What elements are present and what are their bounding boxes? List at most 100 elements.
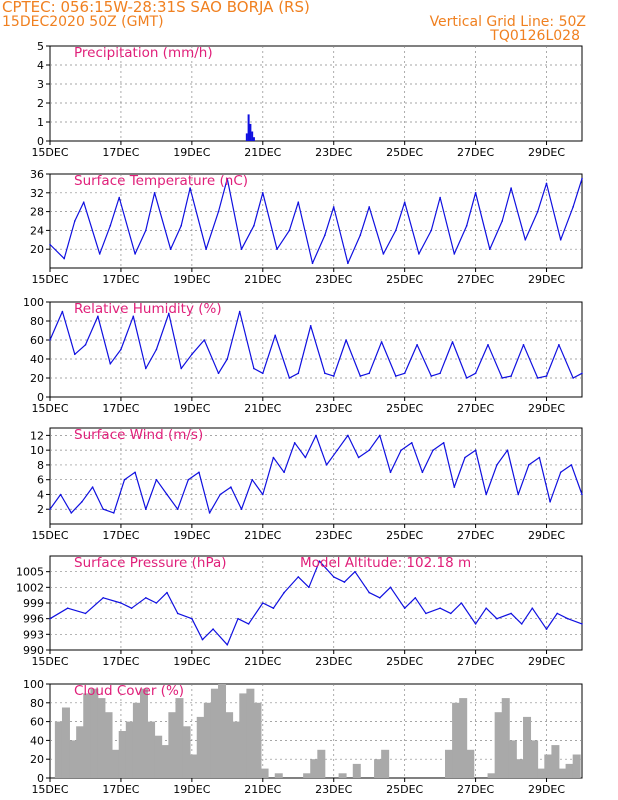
wind-point bbox=[411, 442, 413, 444]
pressure-xtick-label: 29DEC bbox=[528, 655, 565, 668]
cloud-bar bbox=[139, 688, 148, 778]
cloud-xtick-label: 29DEC bbox=[528, 783, 565, 796]
cloud-ytick-label: 80 bbox=[30, 697, 44, 710]
humidity-point bbox=[536, 377, 539, 379]
precip-xtick-label: 27DEC bbox=[457, 146, 494, 159]
cloud-bar bbox=[104, 712, 113, 778]
cloud-bar bbox=[132, 702, 141, 778]
precip-frame bbox=[49, 45, 583, 142]
precip-bar bbox=[249, 123, 252, 141]
cloud-ytick-label: 40 bbox=[30, 734, 44, 747]
temperature-point bbox=[403, 201, 406, 203]
pressure-point bbox=[460, 602, 463, 604]
wind-xtick-label: 17DEC bbox=[102, 529, 139, 542]
pressure-point bbox=[283, 591, 285, 594]
humidity-xtick-label: 17DEC bbox=[102, 402, 139, 415]
precip-ytick-label: 5 bbox=[37, 40, 44, 53]
wind-point bbox=[336, 449, 339, 452]
pressure-point bbox=[510, 612, 512, 615]
wind-point bbox=[496, 464, 498, 466]
header-station: CPTEC: 056:15W-28:31S SAO BORJA (RS) bbox=[2, 0, 310, 16]
wind-point bbox=[485, 493, 488, 496]
pressure-annotation: Model Altitude: 102.18 m bbox=[300, 555, 471, 571]
cloud-bar bbox=[515, 759, 524, 778]
humidity-point bbox=[332, 375, 335, 377]
pressure-point bbox=[450, 612, 452, 615]
humidity-point bbox=[226, 358, 229, 360]
wind-point bbox=[102, 508, 104, 511]
humidity-xtick-label: 23DEC bbox=[315, 402, 352, 415]
cloud-xtick-label: 21DEC bbox=[244, 783, 281, 796]
pressure-point bbox=[520, 623, 523, 625]
temperature-ytick-label: 36 bbox=[30, 168, 44, 181]
cloud-ytick-label: 20 bbox=[30, 753, 44, 766]
humidity-point bbox=[253, 367, 255, 370]
wind-point bbox=[325, 464, 328, 466]
cloud-bar bbox=[303, 773, 312, 778]
cloud-xtick-label: 17DEC bbox=[102, 783, 139, 796]
temperature-point bbox=[217, 210, 220, 213]
humidity-point bbox=[97, 315, 99, 318]
pressure-point bbox=[332, 576, 335, 578]
humidity-xtick-label: 21DEC bbox=[244, 402, 281, 415]
humidity-point bbox=[345, 339, 347, 341]
wind-ytick-label: 2 bbox=[37, 503, 44, 516]
pressure-xtick-label: 15DEC bbox=[31, 655, 68, 668]
humidity-ytick-label: 60 bbox=[30, 334, 44, 347]
panel-precip: 0 1 2 3 4 5 15DEC 17DEC 19DEC 21DEC 23DEC 25DEC 27DE… bbox=[31, 40, 583, 159]
pressure-point bbox=[130, 607, 133, 609]
wind-point bbox=[208, 512, 211, 514]
pressure-ytick-label: 999 bbox=[23, 597, 44, 610]
wind-point bbox=[347, 434, 349, 437]
panel-humidity: 0 20 40 60 80 100 15DEC 17DEC 19DEC 21DEC 23DEC 25D… bbox=[23, 296, 583, 415]
temperature-xtick-label: 15DEC bbox=[31, 273, 68, 286]
cloud-bar bbox=[501, 698, 510, 778]
humidity-point bbox=[522, 344, 525, 346]
temperature-point bbox=[134, 253, 136, 255]
wind-ytick-label: 8 bbox=[37, 459, 44, 472]
cloud-xtick-label: 27DEC bbox=[457, 783, 494, 796]
cloud-bar bbox=[352, 763, 361, 778]
pressure-point bbox=[354, 570, 356, 573]
wind-point bbox=[368, 449, 371, 452]
humidity-point bbox=[465, 377, 468, 379]
humidity-point bbox=[380, 341, 383, 343]
pressure-xtick-label: 17DEC bbox=[102, 655, 139, 668]
pressure-point bbox=[389, 586, 392, 589]
wind-point bbox=[176, 508, 179, 511]
pressure-point bbox=[425, 612, 427, 615]
cloud-bar bbox=[118, 731, 127, 778]
wind-point bbox=[113, 512, 115, 514]
temperature-point bbox=[205, 248, 207, 250]
pressure-point bbox=[318, 560, 321, 562]
humidity-line bbox=[49, 310, 583, 379]
temperature-point bbox=[545, 182, 548, 185]
wind-point bbox=[251, 478, 253, 481]
wind-point bbox=[166, 493, 168, 496]
pressure-point bbox=[201, 638, 204, 641]
humidity-xtick-label: 29DEC bbox=[528, 402, 565, 415]
temperature-point bbox=[180, 224, 182, 227]
wind-point bbox=[400, 449, 402, 452]
cloud-bar bbox=[175, 698, 184, 778]
humidity-point bbox=[474, 372, 477, 375]
humidity-point bbox=[309, 325, 312, 327]
humidity-point bbox=[430, 375, 433, 377]
panel-cloud: 0 20 40 60 80 100 15DEC 17DEC 19DEC 21DEC 23DEC 25D… bbox=[23, 678, 583, 796]
wind-point bbox=[293, 442, 296, 444]
cloud-bar bbox=[452, 702, 461, 778]
temperature-frame bbox=[49, 173, 583, 269]
wind-point bbox=[357, 456, 360, 459]
precip-bar bbox=[251, 131, 254, 141]
temperature-point bbox=[98, 253, 101, 255]
cloud-bar bbox=[523, 716, 532, 778]
temperature-point bbox=[324, 234, 326, 236]
temperature-point bbox=[501, 220, 504, 222]
pressure-point bbox=[212, 628, 214, 630]
humidity-point bbox=[274, 334, 277, 337]
cloud-bar bbox=[487, 773, 496, 778]
humidity-point bbox=[572, 377, 574, 379]
temperature-point bbox=[297, 201, 300, 203]
temperature-ytick-label: 32 bbox=[30, 187, 44, 200]
